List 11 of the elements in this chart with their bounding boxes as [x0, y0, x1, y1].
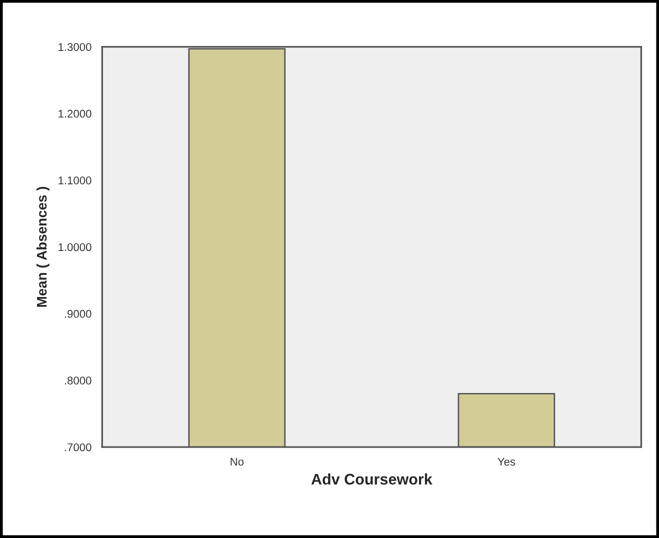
y-tick-label: 1.0000: [58, 243, 92, 252]
x-tick-label: Yes: [498, 458, 516, 466]
y-tick-label: .7000: [64, 443, 92, 452]
y-tick-label: 1.2000: [58, 110, 92, 118]
y-axis-title: Mean ( Absences ): [36, 186, 50, 307]
x-axis-title: Adv Coursework: [311, 473, 432, 485]
y-tick-label: .9000: [64, 310, 92, 318]
y-tick-label: 1.1000: [58, 176, 92, 184]
y-tick-label: 1.3000: [58, 43, 92, 51]
y-tick-label: .8000: [64, 376, 92, 384]
x-tick-label: No: [230, 458, 244, 466]
